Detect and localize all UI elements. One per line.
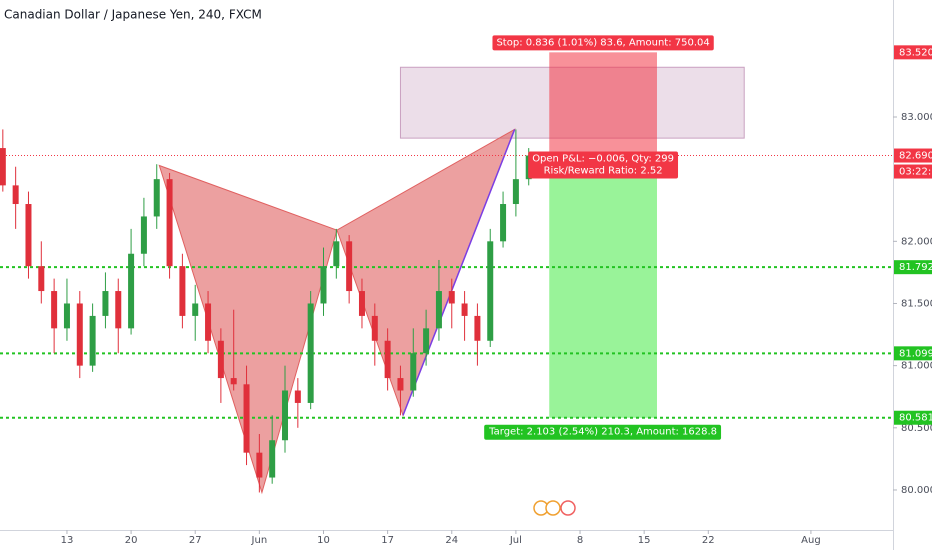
candle-body bbox=[230, 378, 237, 385]
stop-label: Stop: 0.836 (1.01%) 83.6, Amount: 750.04 bbox=[492, 35, 714, 51]
event-icons[interactable] bbox=[533, 500, 576, 516]
x-tick-label: 13 bbox=[61, 535, 74, 546]
candle-body bbox=[128, 253, 135, 329]
stop-price-label-box bbox=[894, 45, 932, 60]
candle-body bbox=[179, 266, 186, 316]
x-tick-label: Jun bbox=[251, 535, 268, 546]
candle-body bbox=[153, 179, 160, 217]
x-tick-label: 15 bbox=[638, 535, 651, 546]
chart-title: Canadian Dollar / Japanese Yen, 240, FXC… bbox=[4, 8, 262, 22]
target-label-box bbox=[484, 424, 722, 440]
candle-body bbox=[89, 315, 96, 366]
pattern-cd-leg bbox=[402, 129, 516, 416]
target-zone bbox=[549, 155, 657, 418]
x-tick-label: 20 bbox=[125, 535, 138, 546]
candle-body bbox=[384, 340, 391, 379]
level-price-label: 80.581 bbox=[899, 413, 932, 424]
candle-body bbox=[0, 148, 6, 186]
level-price-label: 81.792 bbox=[899, 262, 932, 273]
level-price-label-box bbox=[894, 410, 932, 425]
candle-body bbox=[282, 390, 289, 441]
x-tick-label: 27 bbox=[189, 535, 202, 546]
candle-body bbox=[397, 378, 404, 391]
y-tick-label: 80.000 bbox=[901, 485, 932, 496]
countdown-label: 03:22:36 bbox=[899, 167, 932, 178]
level-price-label-box bbox=[894, 260, 932, 275]
candle-body bbox=[63, 303, 70, 329]
candle-body bbox=[205, 303, 212, 341]
level-price-label: 82.690 bbox=[899, 151, 932, 162]
candle-body bbox=[358, 291, 365, 316]
candle-body bbox=[448, 291, 455, 304]
candle-body bbox=[346, 241, 353, 292]
x-tick-label: 10 bbox=[317, 535, 330, 546]
candle-body bbox=[115, 291, 122, 329]
candle-body bbox=[256, 452, 263, 478]
candle-body bbox=[38, 266, 45, 292]
candle-body bbox=[333, 241, 340, 267]
level-price-label: 81.099 bbox=[899, 348, 932, 359]
candle-body bbox=[410, 353, 417, 391]
candle-body bbox=[294, 390, 301, 403]
level-price-label-box bbox=[894, 148, 932, 163]
stop-label-box bbox=[492, 35, 714, 51]
candle-body bbox=[166, 179, 173, 267]
x-tick-label: 24 bbox=[445, 535, 458, 546]
candle-body bbox=[461, 303, 468, 316]
candle-body bbox=[512, 179, 519, 205]
candle-body bbox=[243, 384, 250, 453]
candle-body bbox=[140, 216, 147, 254]
level-price-label-box bbox=[894, 346, 932, 361]
x-tick-label: Jul bbox=[509, 535, 522, 546]
plot-layer: 80.000 80.500 81.000 81.500 82.000 83.000 13 20… bbox=[0, 35, 932, 546]
countdown-label-box bbox=[894, 164, 932, 179]
event-icon[interactable] bbox=[545, 500, 561, 516]
candle-body bbox=[474, 315, 481, 341]
stop-price-label: 83.520 bbox=[899, 47, 932, 58]
stop-zone bbox=[549, 52, 657, 156]
x-tick-label: 17 bbox=[381, 535, 394, 546]
candle-body bbox=[423, 328, 430, 354]
y-tick-label: 81.000 bbox=[901, 361, 932, 372]
x-tick-label: Aug bbox=[801, 535, 821, 546]
candle-body bbox=[25, 204, 32, 267]
candle-body bbox=[320, 266, 327, 304]
y-tick-label: 80.500 bbox=[901, 423, 932, 434]
x-tick-label: 22 bbox=[702, 535, 715, 546]
candle-body bbox=[51, 291, 58, 329]
x-tick-label: 8 bbox=[577, 535, 583, 546]
candle-body bbox=[307, 303, 314, 403]
pnl-text: Open P&L: −0.006, Qty: 299 bbox=[532, 154, 674, 165]
candle-body bbox=[500, 204, 507, 242]
candle-body bbox=[76, 303, 83, 366]
candle-body bbox=[12, 185, 19, 205]
event-icon[interactable] bbox=[560, 500, 576, 516]
candle-body bbox=[269, 440, 276, 478]
target-label: Target: 2.103 (2.54%) 210.3, Amount: 162… bbox=[484, 424, 722, 440]
pnl-box bbox=[528, 151, 679, 179]
candle-body bbox=[487, 241, 494, 341]
candle-body bbox=[217, 340, 224, 379]
y-tick-label: 81.500 bbox=[901, 298, 932, 309]
risk-reward-text: Risk/Reward Ratio: 2.52 bbox=[544, 166, 663, 177]
stop-label-text: Stop: 0.836 (1.01%) 83.6, Amount: 750.04 bbox=[496, 37, 709, 48]
candle-body bbox=[435, 291, 442, 329]
candle-body bbox=[371, 315, 378, 341]
y-tick-label: 83.000 bbox=[901, 112, 932, 123]
candle-body bbox=[192, 303, 199, 316]
target-label-text: Target: 2.103 (2.54%) 210.3, Amount: 162… bbox=[488, 427, 717, 438]
candle-body bbox=[102, 291, 109, 316]
y-tick-label: 82.000 bbox=[901, 236, 932, 247]
